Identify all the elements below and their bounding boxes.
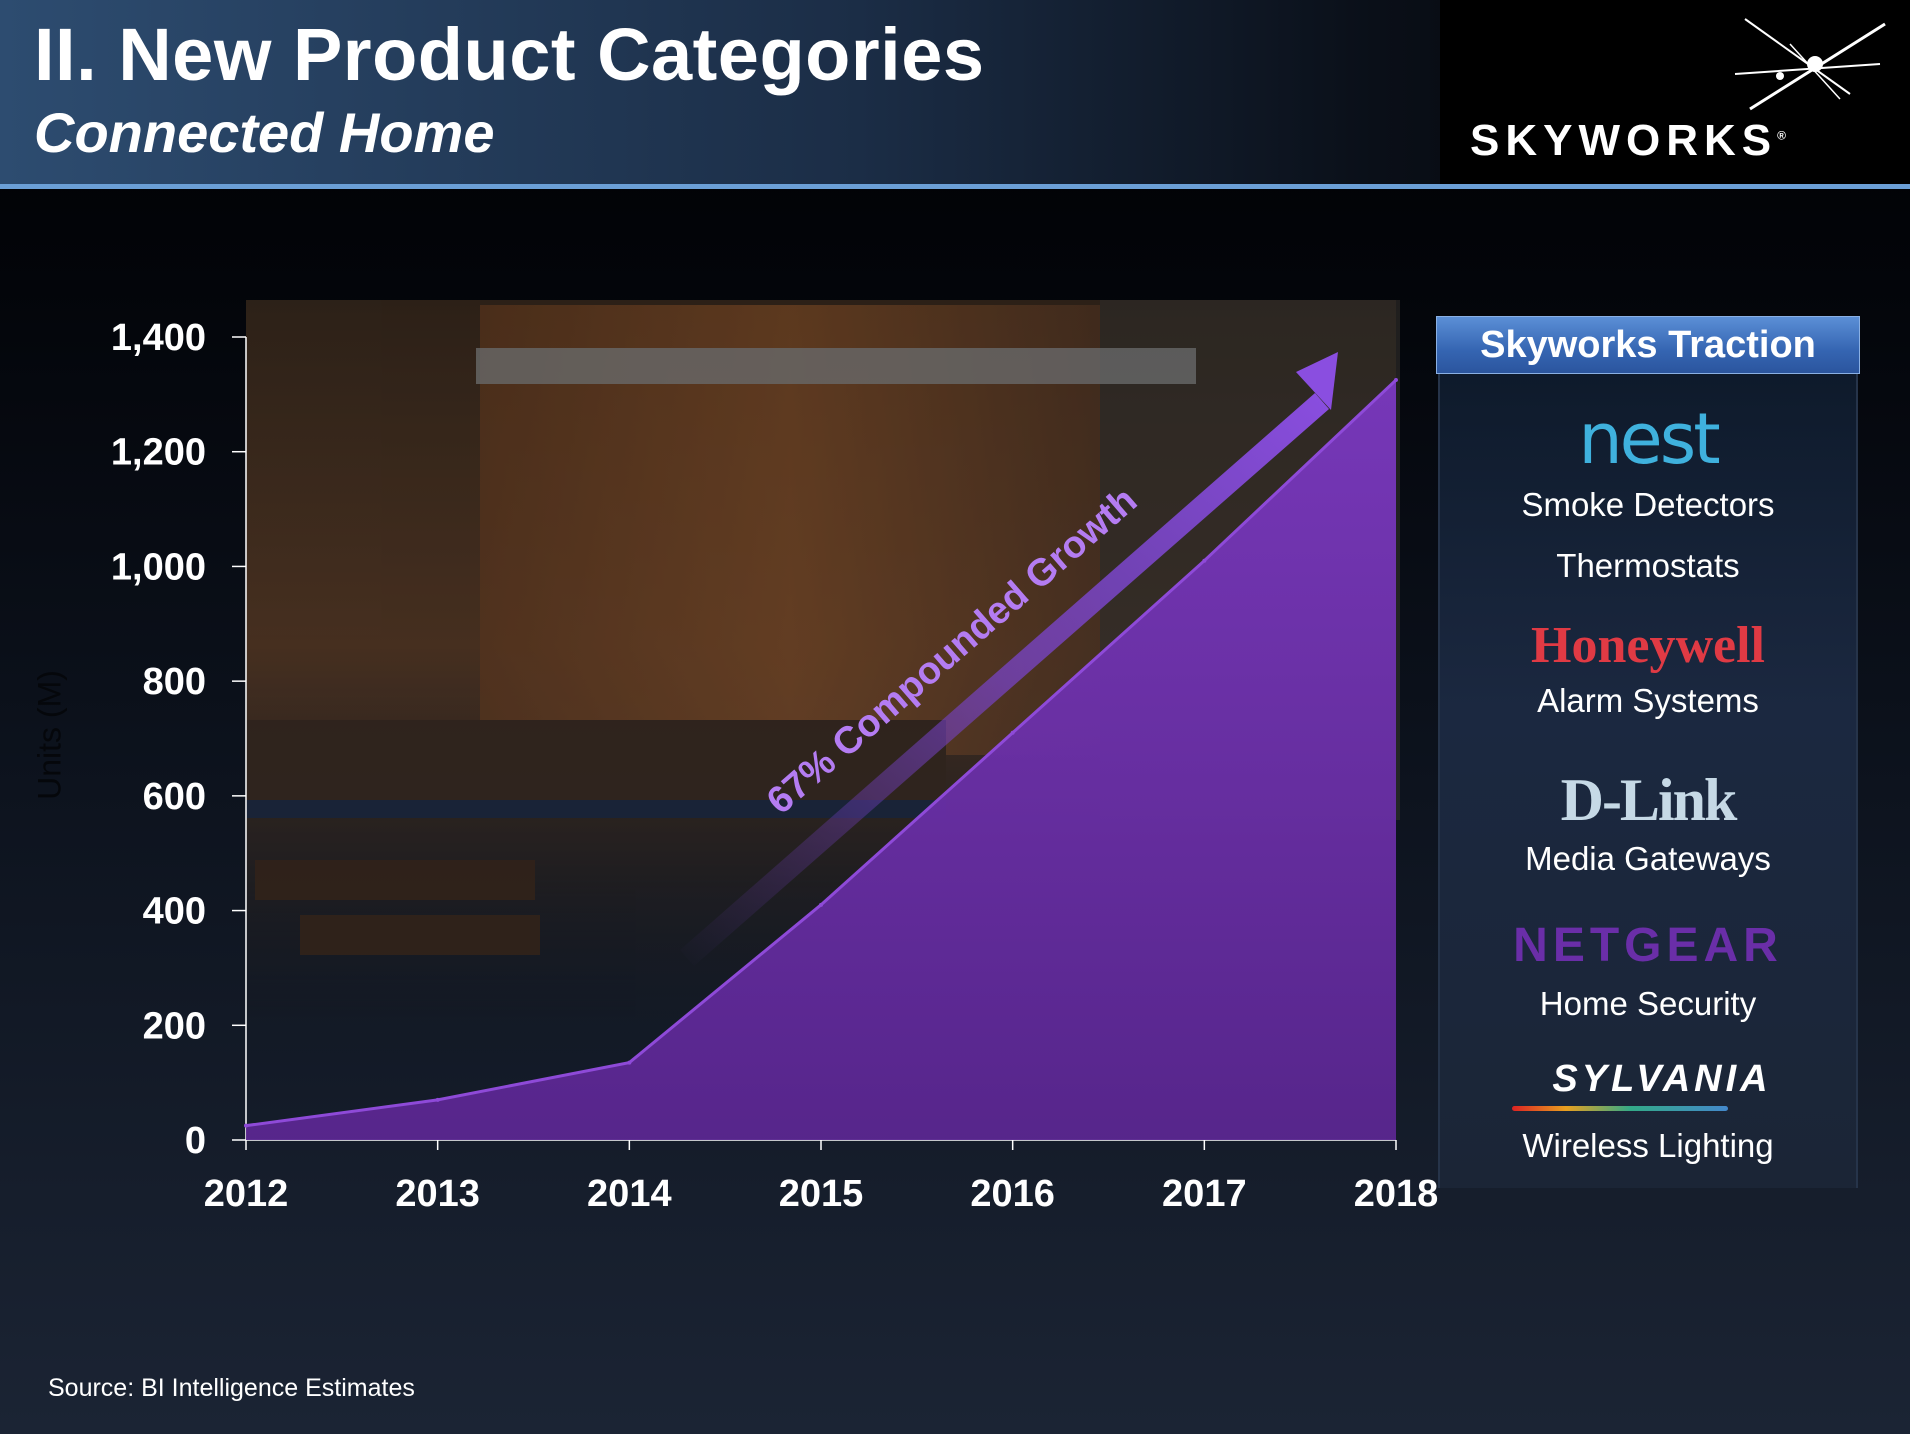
data-point [244,1123,248,1128]
y-tick-label: 800 [143,661,206,703]
sylvania-logo-swoosh [1512,1106,1728,1111]
data-point [627,1060,632,1065]
nest-caption-smoke-detectors: Smoke Detectors [1521,486,1775,523]
x-tick-label: 2018 [1354,1173,1439,1215]
netgear-logo: NETGEAR [1513,919,1783,972]
y-tick-label: 1,000 [111,546,206,588]
y-tick-label: 200 [143,1005,206,1047]
data-point [1010,730,1015,735]
source-note: Source: BI Intelligence Estimates [48,1374,415,1402]
skyworks-logo-text: SKYWORKS® [1470,116,1786,165]
y-tick-label: 1,200 [111,432,206,474]
nest-logo: nest [1578,398,1720,480]
data-point [819,902,823,907]
skyworks-logo-icon [1734,18,1886,111]
netgear-caption: Home Security [1539,985,1757,1022]
data-point [435,1097,440,1102]
y-tick-label: 0 [185,1120,206,1162]
header-divider [0,184,1910,189]
growth-arrow [680,352,1338,966]
x-tick-label: 2017 [1162,1173,1247,1215]
x-tick-label: 2013 [395,1173,480,1215]
y-axis-label: Units (M) [31,670,68,800]
area-series-units [246,380,1396,1141]
page-title: II. New Product Categories [34,13,985,96]
data-point [1202,558,1207,563]
honeywell-logo: Honeywell [1531,617,1765,674]
dlink-logo: D-Link [1560,767,1738,833]
x-tick-label: 2016 [970,1173,1055,1215]
data-point [1394,378,1398,383]
y-tick-label: 1,400 [111,317,206,359]
dlink-caption: Media Gateways [1525,840,1771,877]
traction-panel-title: Skyworks Traction [1436,316,1860,374]
x-tick-label: 2012 [204,1173,289,1215]
traction-panel [1438,316,1858,1188]
y-tick-label: 600 [143,776,206,818]
x-tick-label: 2014 [587,1173,672,1215]
x-tick-label: 2015 [779,1173,864,1215]
nest-caption-thermostats: Thermostats [1556,547,1740,584]
logo-area [1440,0,1910,184]
honeywell-caption: Alarm Systems [1537,682,1759,719]
sylvania-caption: Wireless Lighting [1522,1127,1774,1164]
sylvania-logo: SYLVANIA [1552,1058,1772,1100]
page-subtitle: Connected Home [34,101,495,164]
y-tick-label: 400 [143,891,206,933]
